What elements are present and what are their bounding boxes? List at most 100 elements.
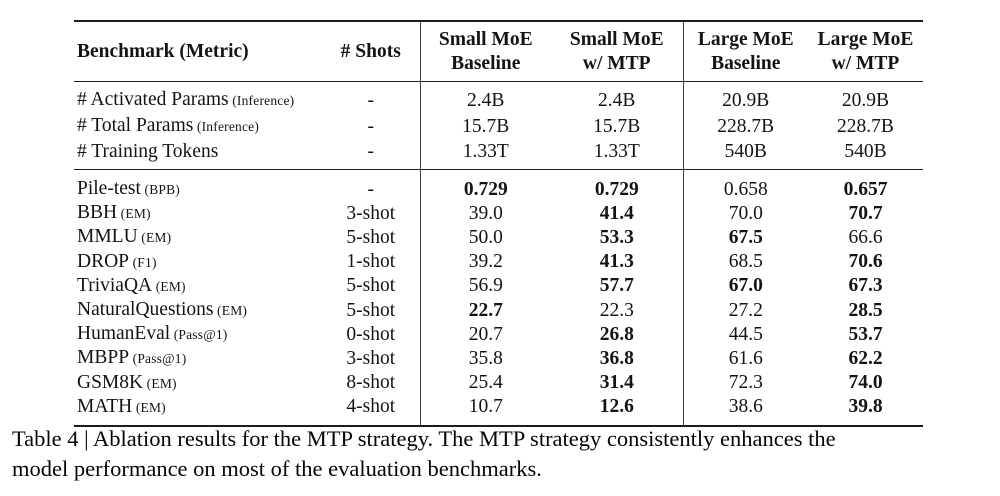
value-cell-small-baseline: 25.4	[419, 370, 551, 395]
column-header-line: Small MoE	[569, 28, 664, 50]
benchmark-cell: MATH (EM)	[74, 395, 322, 426]
value-cell-small-mtp: 2.4B	[598, 89, 636, 111]
table-header-row: Benchmark (Metric) # Shots Small MoE Baseli…	[74, 21, 923, 82]
value-cell-large-baseline: 0.658	[682, 169, 808, 202]
caption-line-1: Table 4 | Ablation results for the MTP s…	[12, 426, 836, 451]
benchmark-name: MMLU	[77, 226, 138, 248]
shots-cell: -	[367, 178, 375, 200]
benchmark-cell: Pile-test (BPB)	[74, 170, 322, 202]
metric-name: (EM)	[143, 375, 177, 391]
metric-name: (EM)	[117, 206, 151, 222]
value-cell-small-mtp: 26.8	[599, 323, 634, 345]
value-cell-small-mtp: 53.3	[599, 226, 634, 248]
benchmark-row: DROP (F1) 1-shot 39.2 41.3 68.5 70.6	[74, 249, 923, 274]
benchmark-name: TriviaQA	[77, 274, 153, 296]
shots-cell: 1-shot	[346, 251, 396, 273]
value-cell-large-mtp: 70.7	[848, 202, 883, 224]
column-header-benchmark: Benchmark (Metric)	[74, 21, 322, 82]
benchmark-cell: GSM8K (EM)	[74, 371, 322, 395]
value-cell-small-baseline: 2.4B	[419, 81, 551, 113]
value-cell-large-mtp: 70.6	[848, 251, 883, 273]
shots-cell: 8-shot	[346, 372, 396, 394]
metric-name: (EM)	[132, 399, 166, 415]
shots-cell: -	[367, 89, 375, 111]
value-cell-large-baseline: 20.9B	[682, 81, 808, 113]
param-row: # Training Tokens -1.33T 1.33T 540B 540B	[74, 139, 923, 170]
param-row: # Total Params (Inference) - 15.7B 15.7B 228…	[74, 113, 923, 139]
column-header-line: Benchmark (Metric)	[77, 40, 249, 62]
column-header-small-mtp: Small MoE w/ MTP	[551, 21, 683, 82]
shots-cell: -	[367, 115, 375, 137]
value-cell-large-mtp: 0.657	[843, 178, 888, 200]
value-cell-large-mtp: 20.9B	[841, 89, 890, 111]
value-cell-small-baseline: 15.7B	[419, 113, 551, 139]
value-cell-large-mtp: 228.7B	[837, 115, 894, 137]
value-cell-large-mtp: 67.3	[848, 275, 883, 297]
value-cell-large-baseline: 70.0	[682, 201, 808, 226]
benchmark-cell: MBPP (Pass@1)	[74, 346, 322, 370]
benchmark-row: BBH (EM) 3-shot 39.0 41.4 70.0 70.7	[74, 201, 923, 226]
value-cell-large-baseline: 68.5	[682, 249, 808, 274]
benchmark-name: NaturalQuestions	[77, 299, 214, 321]
value-cell-large-baseline: 228.7B	[682, 113, 808, 139]
benchmark-row: MMLU (EM) 5-shot 50.0 53.3 67.5 66.6	[74, 225, 923, 250]
column-header-large-baseline: Large MoE Baseline	[682, 21, 808, 82]
metric-name: (F1)	[129, 254, 157, 270]
shots-cell: 3-shot	[346, 202, 396, 224]
value-cell-small-baseline: 39.2	[419, 249, 551, 274]
value-cell-large-baseline: 540B	[682, 139, 808, 170]
benchmark-name: BBH	[77, 202, 118, 224]
value-cell-large-mtp: 540B	[808, 139, 923, 170]
value-cell-large-mtp: 28.5	[848, 299, 883, 321]
benchmark-cell: # Activated Params (Inference)	[74, 82, 322, 114]
benchmark-cell: TriviaQA (EM)	[74, 274, 322, 298]
column-header-line: Large MoE	[817, 28, 914, 50]
column-header-line: w/ MTP	[831, 52, 900, 74]
ablation-table-container: Benchmark (Metric) # Shots Small MoE Baseli…	[74, 20, 923, 428]
table-head: Benchmark (Metric) # Shots Small MoE Baseli…	[74, 21, 923, 82]
benchmark-row: MATH (EM) 4-shot 10.7 12.6 38.6 39.8	[74, 394, 923, 427]
value-cell-small-mtp: 41.4	[599, 202, 634, 224]
metric-name: (Inference)	[193, 119, 260, 134]
value-cell-small-mtp: 15.7B	[593, 115, 641, 137]
column-header-small-baseline: Small MoE Baseline	[419, 21, 551, 82]
benchmark-row: MBPP (Pass@1) 3-shot 35.8 36.8 61.6 62.2	[74, 346, 923, 371]
shots-cell: -	[322, 139, 420, 170]
value-cell-large-mtp: 62.2	[848, 347, 883, 369]
value-cell-small-mtp: 12.6	[599, 396, 634, 418]
column-header-large-mtp: Large MoE w/ MTP	[808, 21, 923, 82]
value-cell-large-baseline: 61.6	[682, 346, 808, 371]
benchmark-name: GSM8K	[77, 371, 144, 393]
value-cell-large-baseline: 27.2	[682, 298, 808, 323]
value-cell-large-baseline: 67.5	[682, 225, 808, 250]
param-row: # Activated Params (Inference) - 2.4B 2.4B 2…	[74, 81, 923, 114]
shots-cell: 5-shot	[346, 299, 396, 321]
column-header-line: Baseline	[451, 52, 521, 74]
value-cell-small-baseline: 10.7	[419, 394, 551, 427]
value-cell-small-baseline: 50.0	[419, 225, 551, 250]
value-cell-small-baseline: 1.33T	[419, 139, 551, 170]
value-cell-large-mtp: 66.6	[848, 226, 883, 248]
shots-cell: 5-shot	[346, 275, 396, 297]
ablation-results-table: Benchmark (Metric) # Shots Small MoE Baseli…	[74, 20, 923, 428]
value-cell-large-baseline: 38.6	[682, 394, 808, 427]
caption-line-2: model performance on most of the evaluat…	[12, 455, 542, 481]
shots-cell: 5-shot	[346, 226, 396, 248]
value-cell-small-mtp: 36.8	[599, 347, 634, 369]
value-cell-large-mtp: 39.8	[848, 396, 883, 418]
metric-name: (Inference)	[228, 93, 295, 108]
value-cell-large-mtp: 74.0	[848, 372, 883, 394]
column-header-line: Baseline	[711, 52, 781, 74]
value-cell-small-mtp: 31.4	[599, 372, 634, 394]
metric-name: (EM)	[213, 303, 248, 319]
value-cell-small-baseline: 22.7	[419, 298, 551, 323]
benchmarks-section: Pile-test (BPB) -0.729 0.729 0.658 0.657 BBH …	[74, 169, 923, 427]
benchmark-cell: NaturalQuestions (EM)	[74, 298, 322, 322]
metric-name: (BPB)	[140, 182, 181, 197]
benchmark-row: Pile-test (BPB) - 0.729 0.729 0.658 0.657	[74, 169, 923, 202]
benchmark-name: # Activated Params	[77, 89, 229, 110]
shots-cell: 3-shot	[346, 347, 396, 369]
value-cell-large-baseline: 44.5	[682, 322, 808, 347]
benchmark-row: NaturalQuestions (EM) 5-shot 22.7 22.3 27.2 2…	[74, 298, 923, 323]
